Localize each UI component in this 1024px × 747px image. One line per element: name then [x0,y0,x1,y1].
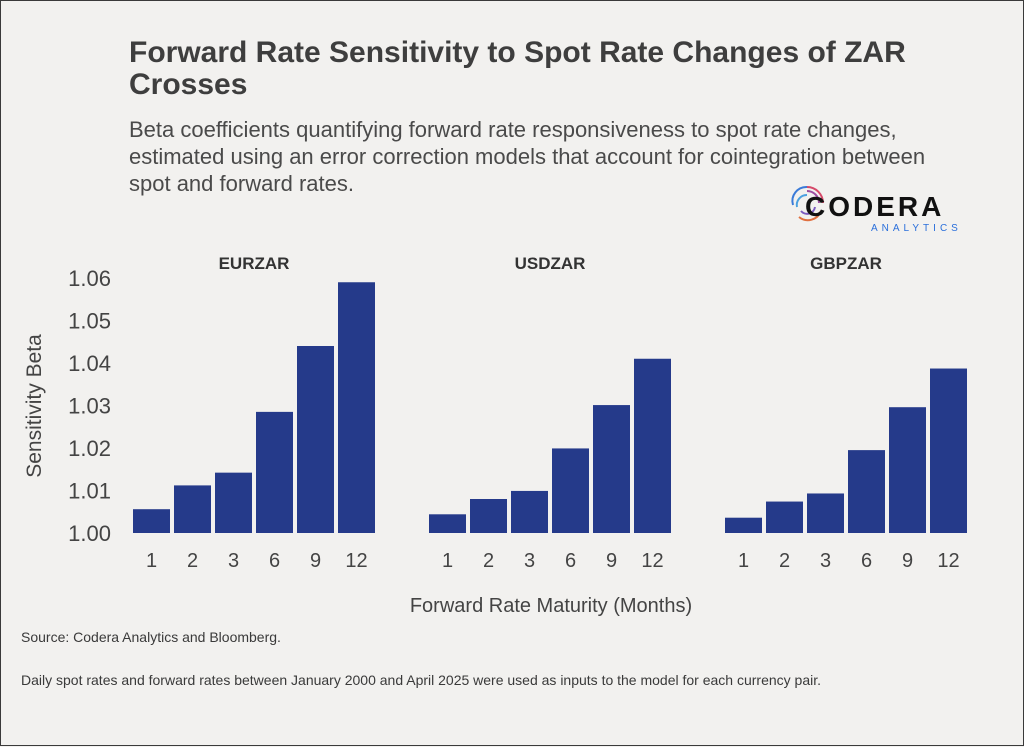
y-tick-label: 1.02 [68,436,111,461]
chart-subtitle: Beta coefficients quantifying forward ra… [129,117,926,196]
x-tick-label: 6 [269,550,280,572]
x-tick-label: 12 [937,550,959,572]
x-tick-label: 9 [902,550,913,572]
logo-subtext: ANALYTICS [871,223,962,234]
bar [634,358,671,533]
x-tick-label: 2 [779,550,790,572]
bar [338,282,375,533]
bar [215,472,252,533]
y-tick-label: 1.01 [68,479,111,504]
x-tick-label: 3 [820,550,831,572]
bar [297,346,334,533]
bar [725,517,762,533]
panel-title: USDZAR [515,254,586,273]
x-tick-label: 6 [861,550,872,572]
x-tick-label: 6 [565,550,576,572]
bar [511,490,548,533]
x-tick-label: 12 [345,550,367,572]
x-tick-label: 9 [310,550,321,572]
x-tick-label: 2 [187,550,198,572]
bar [552,448,589,533]
x-tick-label: 3 [524,550,535,572]
y-tick-label: 1.05 [68,309,111,334]
bar [930,368,967,533]
y-tick-label: 1.04 [68,351,111,376]
logo-wordmark: CODERA [805,191,945,222]
x-tick-label: 12 [641,550,663,572]
bar [174,485,211,533]
y-axis-title: Sensitivity Beta [23,334,46,478]
bar [848,450,885,533]
x-tick-label: 1 [146,550,157,572]
bar [593,405,630,533]
bar [133,509,170,533]
x-axis-title: Forward Rate Maturity (Months) [410,595,692,617]
x-tick-label: 1 [442,550,453,572]
bar [256,411,293,533]
y-tick-label: 1.00 [68,521,111,546]
bar [766,501,803,533]
y-tick-label: 1.06 [68,266,111,291]
panel-title: EURZAR [219,254,290,273]
bar [429,514,466,533]
bar [807,493,844,533]
source-note: Source: Codera Analytics and Bloomberg. [21,629,281,645]
x-tick-label: 1 [738,550,749,572]
fingerprint-icon [791,185,824,222]
codera-logo: CODERA ANALYTICS [787,179,967,239]
x-tick-label: 2 [483,550,494,572]
bar [889,407,926,533]
bar [470,499,507,533]
panel-title: GBPZAR [810,254,882,273]
x-tick-label: 3 [228,550,239,572]
y-tick-label: 1.03 [68,394,111,419]
x-tick-label: 9 [606,550,617,572]
methodology-note: Daily spot rates and forward rates betwe… [21,672,822,688]
chart-title: Forward Rate Sensitivity to Spot Rate Ch… [129,36,906,101]
